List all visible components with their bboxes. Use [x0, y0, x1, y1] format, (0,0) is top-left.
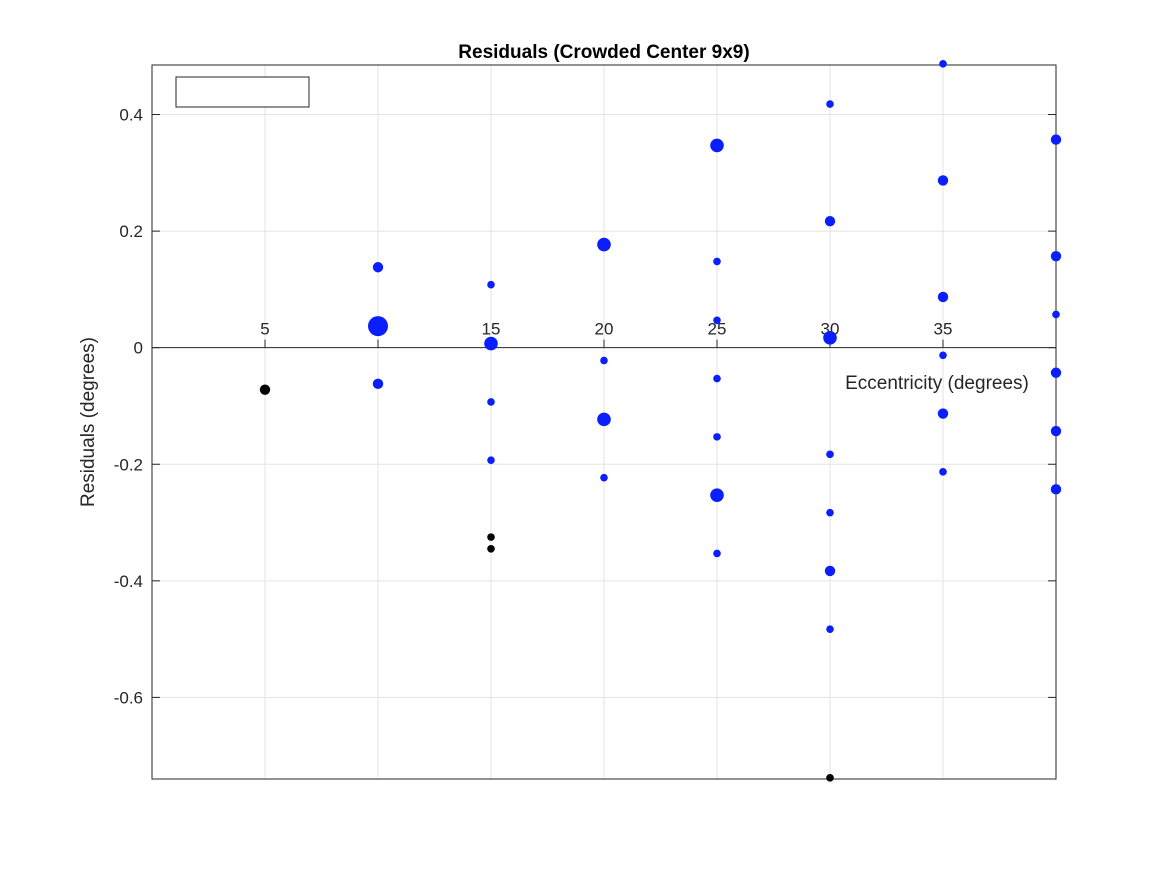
data-point-blue [597, 237, 611, 252]
y-tick-label: 0.4 [119, 106, 143, 125]
data-point-blue [824, 565, 836, 577]
x-axis: 5 15 20 25 30 35 [152, 320, 1056, 349]
data-point-blue [597, 412, 611, 427]
data-point-blue [713, 374, 721, 383]
data-point-blue [937, 175, 949, 186]
data-point-blue [710, 488, 724, 502]
data-point-blue [826, 625, 834, 634]
data-point-blue [710, 138, 724, 153]
x-axis-title: Eccentricity (degrees) [845, 373, 1029, 394]
grid-lines [152, 65, 1056, 779]
data-points [259, 60, 1062, 782]
data-point-blue [1050, 367, 1062, 378]
data-point-blue [484, 336, 498, 351]
y-tick-label: 0.2 [119, 222, 143, 241]
x-tick-label: 25 [708, 320, 727, 339]
data-point-blue [939, 468, 947, 476]
data-point-blue [939, 60, 947, 68]
x-tick-label: 5 [260, 320, 269, 339]
data-point-blue [372, 262, 384, 273]
y-tick-label: -0.2 [114, 455, 143, 474]
data-point-blue [487, 398, 495, 406]
chart-title: Residuals (Crowded Center 9x9) [458, 42, 749, 63]
data-point-blue [713, 433, 721, 441]
data-point-blue [937, 291, 949, 303]
legend-box[interactable] [175, 76, 310, 108]
data-point-blue [826, 100, 834, 108]
data-point-blue [600, 356, 608, 365]
data-point-blue [826, 450, 834, 459]
data-point-blue [368, 316, 388, 337]
data-point-blue [1052, 310, 1060, 319]
data-point-blue [826, 508, 834, 517]
data-point-blue [823, 330, 837, 345]
data-point-blue [1050, 134, 1062, 145]
data-point-blue [939, 351, 947, 360]
y-tick-label: -0.4 [114, 572, 143, 591]
data-point-black [487, 533, 495, 541]
y-tick-label: 0 [134, 339, 143, 358]
y-axis-title: Residuals (degrees) [78, 337, 99, 507]
data-point-blue [372, 378, 384, 390]
data-point-black [487, 544, 495, 553]
data-point-blue [600, 473, 608, 482]
data-point-blue [713, 316, 721, 325]
data-point-blue [487, 280, 495, 289]
data-point-blue [1050, 250, 1062, 262]
data-point-black [259, 384, 271, 395]
data-point-blue [713, 549, 721, 558]
data-point-black [826, 774, 834, 782]
data-point-blue [487, 456, 495, 464]
x-tick-label: 20 [595, 320, 614, 339]
plot-frame [151, 64, 1057, 780]
data-point-blue [824, 216, 836, 227]
data-point-blue [713, 257, 721, 266]
y-tick-label: -0.6 [114, 688, 143, 707]
x-tick-label: 35 [934, 320, 953, 339]
data-point-blue [1050, 484, 1062, 495]
x-tick-label: 15 [482, 320, 501, 339]
data-point-blue [937, 408, 949, 419]
y-axis: -0.6 -0.4 -0.2 0 0.2 0.4 [114, 106, 1056, 707]
data-point-blue [1050, 425, 1062, 437]
